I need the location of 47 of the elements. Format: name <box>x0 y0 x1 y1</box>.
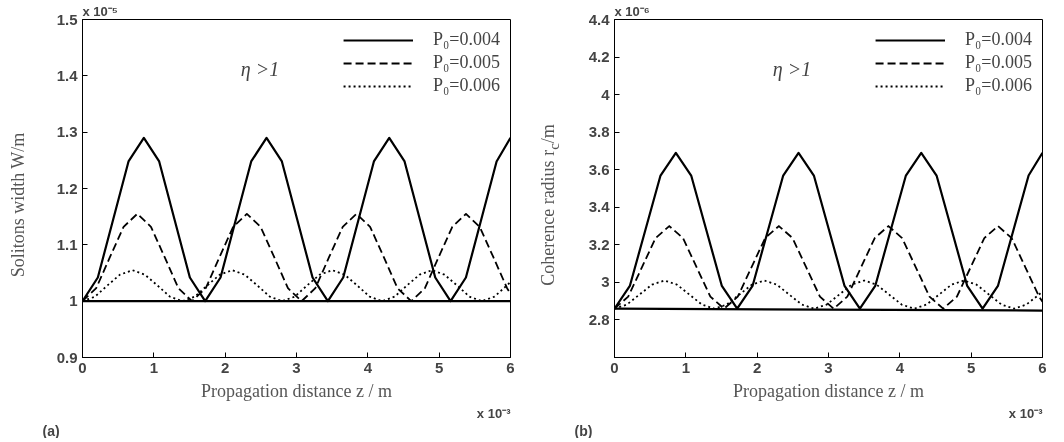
x-axis-title: Propagation distance z / m <box>201 380 392 401</box>
legend-label: P₀=0.005 <box>965 52 1032 73</box>
text: x 10⁻⁵ <box>82 3 118 19</box>
x-tick-label: 0 <box>610 358 619 376</box>
x-tick-label: 4 <box>895 358 905 376</box>
annotation: η >1 <box>772 58 812 82</box>
text: x 10⁻⁶ <box>614 3 650 19</box>
x-axis-title: Propagation distance z / m <box>733 380 924 401</box>
x-tick-label: 2 <box>221 358 230 376</box>
x-tick-label: 5 <box>435 358 444 376</box>
y-tick-label: 1.3 <box>56 123 78 141</box>
legend-label: P₀=0.006 <box>433 75 500 96</box>
legend-label: P₀=0.004 <box>965 29 1032 50</box>
x-tick-label: 3 <box>292 358 301 376</box>
x-tick-label: 2 <box>753 358 762 376</box>
text: (a) <box>42 422 60 439</box>
y-tick-label: 1.4 <box>56 66 79 84</box>
y-tick-label: 1.5 <box>56 10 78 28</box>
x-tick-label: 1 <box>681 358 691 376</box>
x-tick-label: 4 <box>363 358 373 376</box>
y-tick-label: 3.4 <box>588 198 611 216</box>
text: x 10⁻³ <box>1008 405 1044 421</box>
y-tick-label: 1 <box>69 292 78 310</box>
legend-label: P₀=0.006 <box>965 75 1032 96</box>
y-tick-label: 3.2 <box>588 235 610 253</box>
y-tick-label: 4 <box>601 85 611 103</box>
x-tick-label: 6 <box>1038 358 1047 376</box>
annotation: η >1 <box>240 58 280 82</box>
text: x 10⁻³ <box>476 405 512 421</box>
y-tick-label: 4.2 <box>588 48 610 66</box>
y-tick-label: 1.2 <box>56 179 78 197</box>
x-tick-label: 1 <box>149 358 159 376</box>
legend-label: P₀=0.005 <box>433 52 500 73</box>
x-tick-label: 3 <box>824 358 833 376</box>
y-axis-title: Solitons width W/m <box>7 132 30 278</box>
y-tick-label: 2.8 <box>588 310 610 328</box>
y-tick-label: 3 <box>601 273 610 291</box>
y-tick-label: 3.8 <box>588 123 610 141</box>
x-tick-label: 6 <box>506 358 515 376</box>
x-tick-label: 5 <box>967 358 976 376</box>
text: (b) <box>574 422 593 439</box>
y-tick-label: 1.1 <box>56 235 78 253</box>
y-tick-label: 4.4 <box>588 10 611 28</box>
x-tick-label: 0 <box>78 358 87 376</box>
y-tick-label: 3.6 <box>588 160 610 178</box>
legend-label: P₀=0.004 <box>433 29 500 50</box>
y-tick-label: 0.9 <box>56 348 78 366</box>
